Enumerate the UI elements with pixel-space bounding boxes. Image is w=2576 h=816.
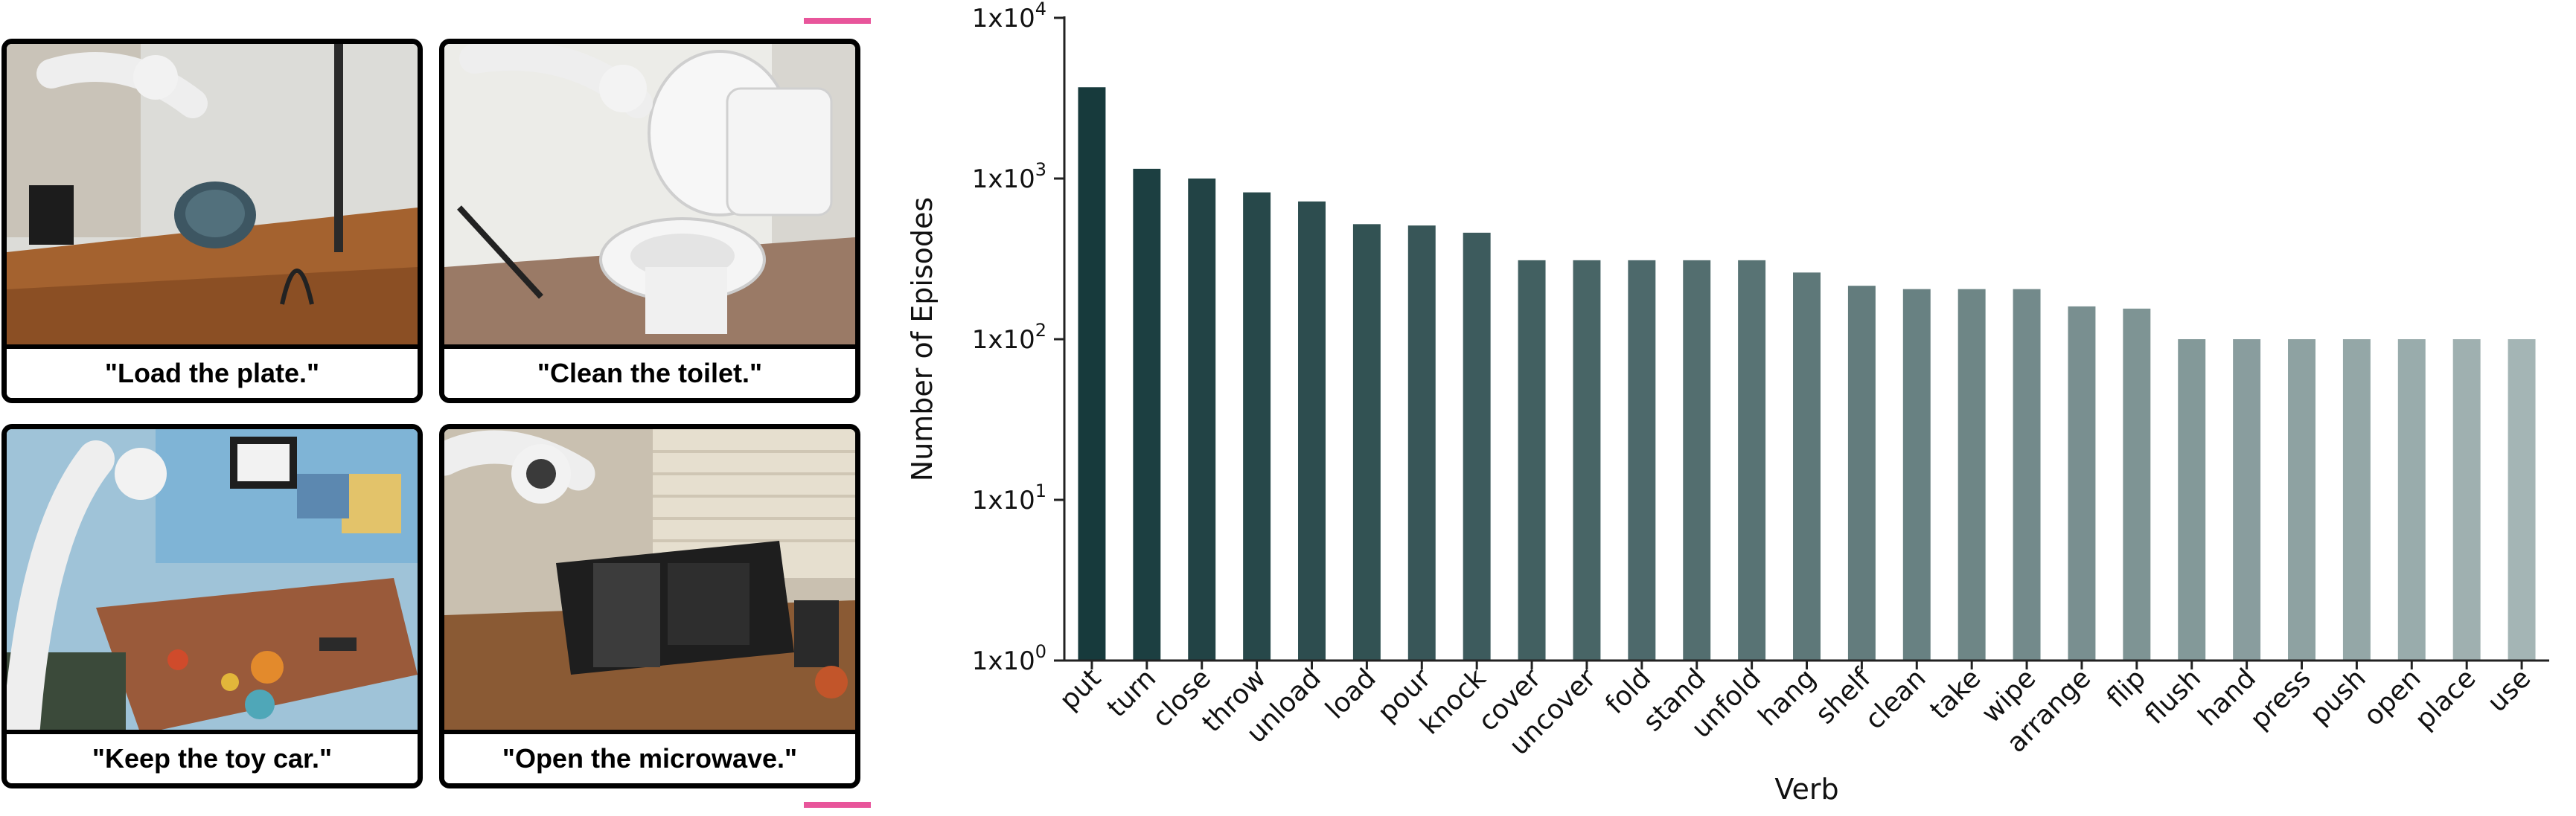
bar-close bbox=[1188, 179, 1216, 661]
y-tick-label: 1x101 bbox=[972, 481, 1046, 515]
bar-unfold bbox=[1738, 260, 1766, 661]
bar-arrange bbox=[2068, 306, 2096, 661]
x-tick-label: place bbox=[2409, 663, 2481, 735]
bar-clean bbox=[1902, 289, 1931, 661]
bar-put bbox=[1078, 87, 1106, 661]
bar-press bbox=[2288, 339, 2315, 661]
x-axis-label: Verb bbox=[1774, 773, 1838, 806]
bar-wipe bbox=[2013, 289, 2041, 661]
bar-turn bbox=[1133, 168, 1161, 661]
y-tick-label: 1x100 bbox=[972, 641, 1046, 676]
bar-knock bbox=[1463, 232, 1491, 661]
photo-clean-toilet bbox=[444, 44, 855, 349]
bar-fold bbox=[1628, 260, 1656, 661]
bracket-connector bbox=[804, 18, 871, 808]
y-tick-exponent: 4 bbox=[1035, 0, 1046, 19]
axes bbox=[1063, 16, 2549, 662]
y-tick-label: 1x103 bbox=[972, 159, 1046, 194]
x-tick-label: use bbox=[2481, 663, 2537, 718]
bracket-line bbox=[804, 18, 871, 808]
bar-pour bbox=[1407, 225, 1436, 661]
bar-place bbox=[2452, 339, 2481, 661]
photo-keep-toy-car bbox=[7, 429, 418, 734]
bar-open bbox=[2397, 339, 2426, 661]
bar-take bbox=[1957, 289, 1986, 661]
y-tick-exponent: 3 bbox=[1035, 159, 1046, 180]
x-tick-label: flush bbox=[2140, 663, 2208, 730]
y-tick-label: 1x104 bbox=[972, 0, 1046, 33]
bar-push bbox=[2342, 339, 2371, 661]
bar-use bbox=[2508, 339, 2536, 661]
x-tick-label: load bbox=[1320, 663, 1381, 725]
y-tick-exponent: 2 bbox=[1035, 320, 1046, 341]
panel-caption: "Load the plate." bbox=[7, 344, 418, 398]
y-axis-title: Number of Episodes bbox=[906, 197, 939, 481]
bar-chart: Number of Episodes Verb 1x1001x1011x1021… bbox=[906, 0, 2549, 806]
panel-caption: "Open the microwave." bbox=[444, 730, 855, 783]
bars bbox=[1078, 87, 2536, 661]
photo-open-microwave bbox=[444, 429, 855, 734]
x-tick-label: hang bbox=[1753, 663, 1822, 732]
bar-cover bbox=[1518, 260, 1546, 661]
bar-load bbox=[1352, 224, 1381, 661]
bar-flush bbox=[2178, 339, 2206, 661]
bar-throw bbox=[1243, 192, 1271, 661]
bar-unload bbox=[1298, 201, 1326, 661]
y-tick-exponent: 0 bbox=[1035, 641, 1046, 662]
bar-shelf bbox=[1847, 286, 1876, 661]
x-tick-label: hand bbox=[2193, 663, 2262, 732]
y-tick-label: 1x102 bbox=[972, 320, 1046, 355]
x-tick-label: press bbox=[2245, 663, 2317, 735]
photo-panel-keep-toy-car: "Keep the toy car." bbox=[1, 424, 423, 788]
bar-hand bbox=[2233, 339, 2261, 661]
x-tick-label: push bbox=[2304, 663, 2372, 730]
x-tick-label: take bbox=[1924, 663, 1987, 725]
photo-load-plate bbox=[7, 44, 418, 349]
x-ticks: putturnclosethrowunloadloadpourknockcove… bbox=[1054, 661, 2537, 761]
photo-panel-clean-toilet: "Clean the toilet." bbox=[439, 39, 860, 403]
bar-flip bbox=[2123, 308, 2151, 661]
panel-caption: "Clean the toilet." bbox=[444, 344, 855, 398]
bar-hang bbox=[1793, 272, 1821, 661]
bar-stand bbox=[1683, 260, 1711, 661]
photo-panel-open-microwave: "Open the microwave." bbox=[439, 424, 860, 788]
x-tick-label: put bbox=[1054, 663, 1107, 716]
y-tick-exponent: 1 bbox=[1035, 481, 1046, 501]
y-axis-label: Number of Episodes bbox=[906, 197, 939, 481]
y-ticks: 1x100 1x101 1x102 1x103 1x104 bbox=[972, 0, 1064, 676]
bar-uncover bbox=[1573, 260, 1601, 661]
photo-panel-load-plate: "Load the plate." bbox=[1, 39, 423, 403]
panel-caption: "Keep the toy car." bbox=[7, 730, 418, 783]
x-tick-label: clean bbox=[1859, 663, 1931, 735]
